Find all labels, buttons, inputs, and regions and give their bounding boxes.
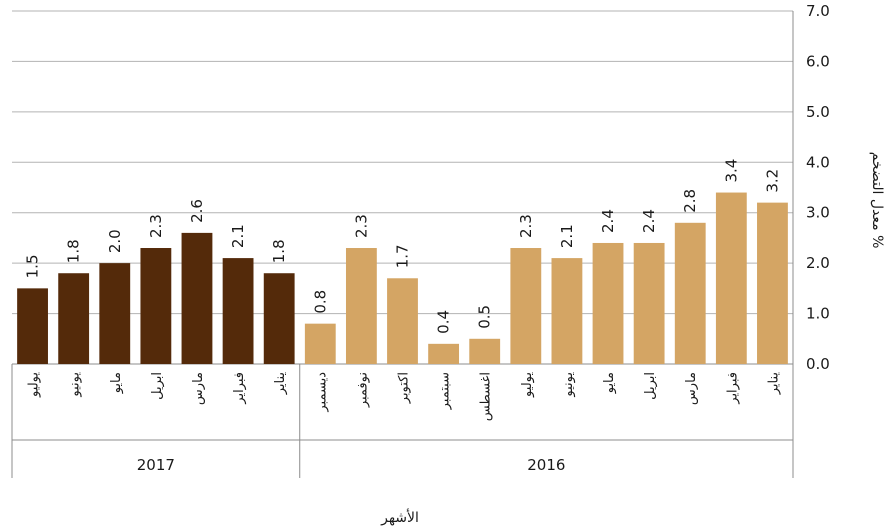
- x-tick-label: يناير: [273, 372, 288, 396]
- x-tick-label: يونيو: [68, 372, 83, 398]
- bar: [387, 278, 418, 364]
- data-label: 2.0: [106, 229, 124, 253]
- data-label: 0.4: [435, 310, 453, 334]
- group-label: 2016: [527, 456, 565, 474]
- data-label: 1.5: [24, 254, 42, 278]
- data-label: 2.3: [352, 214, 370, 238]
- x-tick-label: ابريل: [150, 372, 165, 400]
- x-tick-label: مايو: [602, 372, 617, 394]
- bar: [428, 343, 460, 364]
- data-label: 1.8: [270, 239, 288, 263]
- x-tick-label: اغسطس: [479, 372, 494, 421]
- data-label: 2.4: [640, 209, 658, 233]
- bar: [469, 338, 501, 364]
- y-tick-label: 6.0: [806, 52, 830, 70]
- x-tick-label: يناير: [766, 372, 781, 396]
- y-tick-label: 7.0: [806, 2, 830, 20]
- x-tick-label: فبراير: [232, 372, 247, 405]
- x-tick-label: يوليو: [520, 372, 535, 398]
- y-tick-label: 3.0: [806, 204, 830, 222]
- data-label: 1.7: [394, 244, 412, 268]
- y-tick-label: 1.0: [806, 305, 830, 323]
- data-label: 0.5: [476, 305, 494, 329]
- group-label: 2017: [137, 456, 175, 474]
- bar: [345, 248, 377, 364]
- x-tick-label: فبراير: [725, 372, 740, 405]
- x-tick-label: ابريل: [643, 372, 658, 400]
- data-labels: 1.5 1.8 2.0 2.3 2.6 2.1 1.8 0.8 2.3 1.7 0.4 0.5 2.3 2…: [24, 159, 782, 334]
- bar: [181, 232, 213, 364]
- x-tick-label: مارس: [684, 372, 699, 405]
- bar: [551, 258, 583, 364]
- x-tick-label: اكتوبر: [397, 372, 412, 404]
- y-tick-label: 0.0: [806, 355, 830, 373]
- data-label: 0.8: [311, 290, 329, 314]
- x-tick-label: سبتمبر: [438, 372, 453, 410]
- bar: [222, 258, 254, 364]
- data-label: 2.3: [147, 214, 165, 238]
- data-label: 1.8: [65, 239, 83, 263]
- data-label: 3.4: [722, 159, 740, 183]
- bar: [58, 273, 90, 364]
- data-label: 2.6: [188, 199, 206, 223]
- bar: [17, 288, 48, 364]
- x-tick-label: يونيو: [561, 372, 576, 398]
- x-tick-label: نوفمبر: [355, 372, 370, 408]
- bar: [715, 192, 747, 364]
- bar: [674, 222, 706, 364]
- data-label: 2.4: [599, 209, 617, 233]
- y-axis-title: معدل التضخم %: [869, 152, 885, 249]
- bar: [633, 242, 665, 364]
- bar: [592, 242, 624, 364]
- x-axis-title: الأشهر: [380, 508, 419, 526]
- y-axis: 0.0 1.0 2.0 3.0 4.0 5.0 6.0 7.0: [792, 2, 830, 373]
- x-tick-label: مايو: [109, 372, 124, 394]
- bar: [510, 248, 542, 364]
- x-axis: يوليو يونيو مايو ابريل مارس فبراير يناير ديسمبر…: [11, 364, 794, 478]
- bar: [757, 202, 788, 364]
- x-tick-label: يوليو: [27, 372, 42, 398]
- x-tick-label: مارس: [191, 372, 206, 405]
- data-label: 2.1: [558, 224, 576, 248]
- y-tick-label: 2.0: [806, 254, 830, 272]
- bar: [140, 248, 172, 364]
- bar: [263, 273, 295, 364]
- x-tick-label: ديسمبر: [314, 372, 329, 413]
- data-label: 3.2: [763, 169, 781, 193]
- bar: [99, 263, 131, 364]
- data-label: 2.1: [229, 224, 247, 248]
- y-tick-label: 5.0: [806, 103, 830, 121]
- y-tick-label: 4.0: [806, 153, 830, 171]
- data-label: 2.8: [681, 189, 699, 213]
- data-label: 2.3: [517, 214, 535, 238]
- bars: [17, 192, 788, 364]
- bar: [304, 323, 336, 364]
